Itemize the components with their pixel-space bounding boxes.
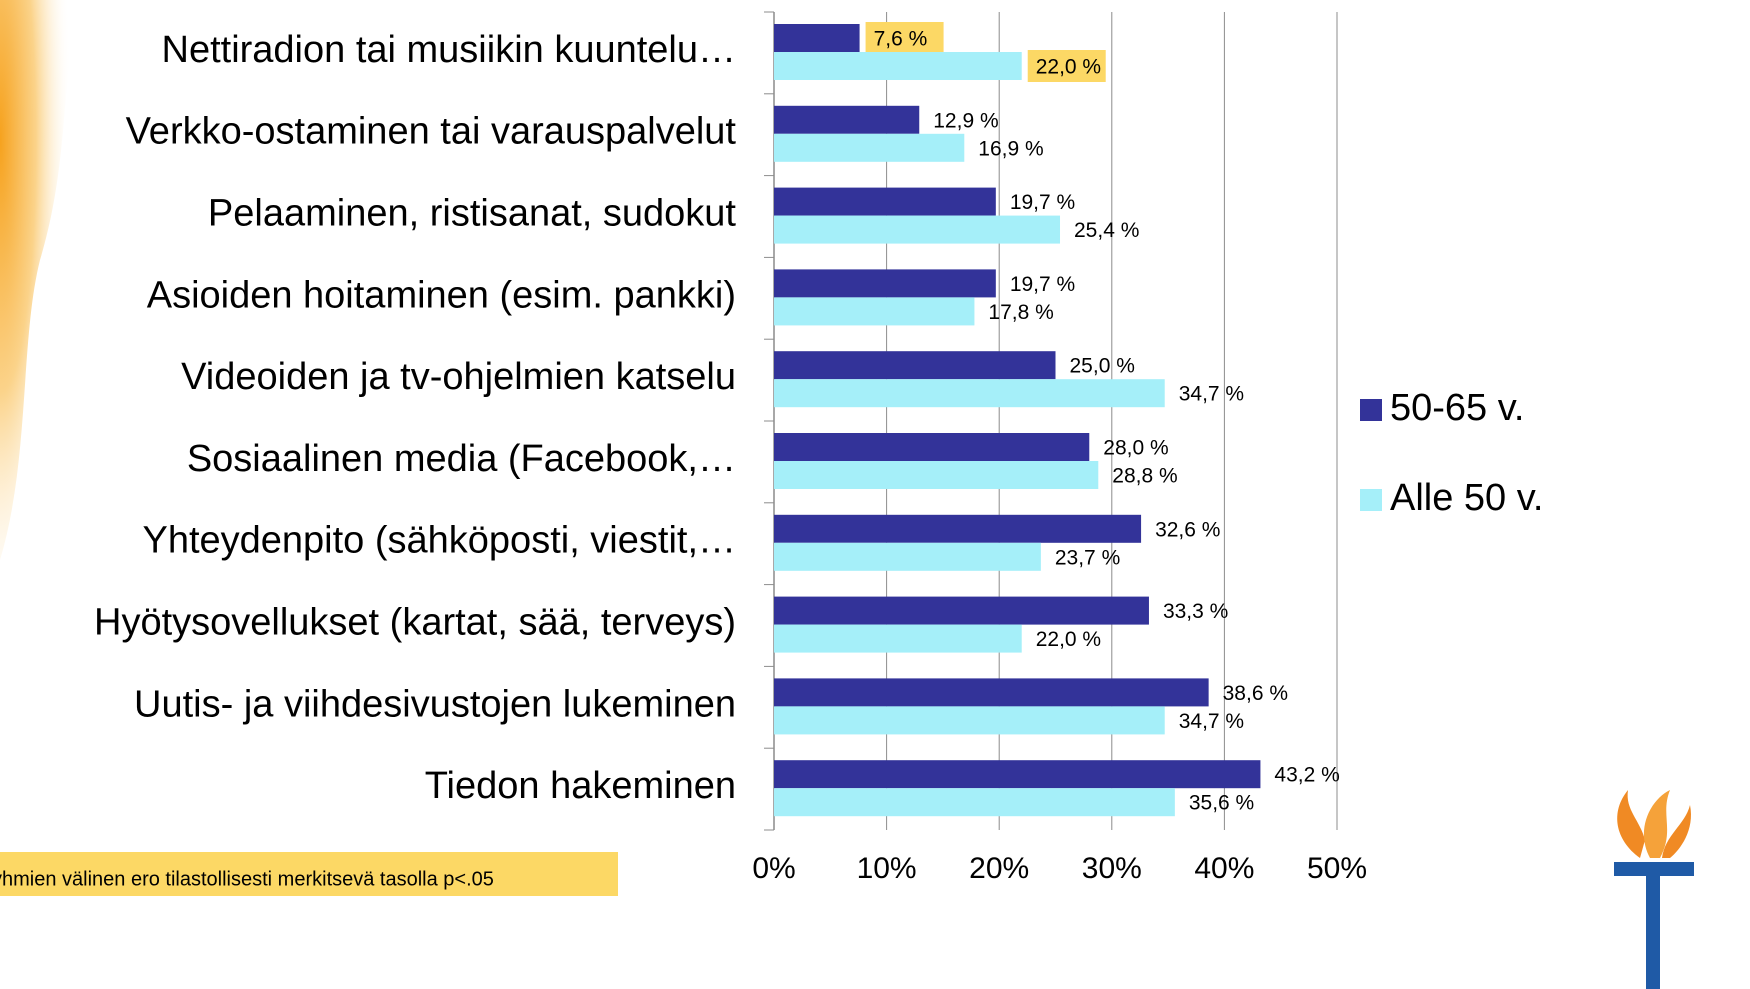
bar: [774, 269, 996, 297]
category-label: Hyötysovellukset (kartat, sää, terveys): [94, 602, 736, 644]
x-tick-label: 10%: [857, 852, 917, 885]
data-label: 19,7 %: [1010, 191, 1075, 214]
bar: [774, 515, 1141, 543]
bar: [774, 678, 1209, 706]
data-label: 25,0 %: [1070, 355, 1135, 378]
data-label: 28,0 %: [1103, 437, 1168, 460]
bar: [774, 543, 1041, 571]
category-label: Nettiradion tai musiikin kuuntelu…: [162, 29, 737, 71]
data-label: 12,9 %: [933, 109, 998, 132]
data-label: 38,6 %: [1223, 682, 1288, 705]
bar: [774, 216, 1060, 244]
category-label: Pelaaminen, ristisanat, sudokut: [208, 193, 737, 235]
bar: [774, 788, 1175, 816]
data-label: 28,8 %: [1112, 465, 1177, 488]
bar: [774, 134, 964, 162]
legend-label: Alle 50 v.: [1390, 477, 1543, 519]
x-tick-label: 0%: [752, 852, 795, 885]
data-label: 33,3 %: [1163, 600, 1228, 623]
data-label: 22,0 %: [1036, 56, 1101, 79]
data-label: 25,4 %: [1074, 219, 1139, 242]
data-label: 22,0 %: [1036, 628, 1101, 651]
x-tick-label: 50%: [1307, 852, 1367, 885]
bar: [774, 106, 919, 134]
bar: [774, 188, 996, 216]
data-label: 32,6 %: [1155, 518, 1220, 541]
x-tick-label: 40%: [1194, 852, 1254, 885]
data-label: 19,7 %: [1010, 273, 1075, 296]
category-label: Uutis- ja viihdesivustojen lukeminen: [134, 683, 736, 725]
data-label: 34,7 %: [1179, 383, 1244, 406]
legend-swatch: [1360, 399, 1382, 421]
bar: [774, 706, 1165, 734]
data-label: 17,8 %: [988, 301, 1053, 324]
data-label: 23,7 %: [1055, 546, 1120, 569]
data-label: 16,9 %: [978, 137, 1043, 160]
bar: [774, 297, 974, 325]
chart: yhmien välinen ero tilastollisesti merki…: [0, 0, 1750, 989]
category-label: Videoiden ja tv-ohjelmien katselu: [181, 356, 736, 398]
bar: [774, 625, 1022, 653]
bar: [774, 379, 1165, 407]
bar: [774, 760, 1260, 788]
bar: [774, 597, 1149, 625]
data-label: 7,6 %: [874, 28, 928, 51]
x-tick-label: 20%: [969, 852, 1029, 885]
category-label: Sosiaalinen media (Facebook,…: [187, 438, 736, 480]
x-tick-label: 30%: [1082, 852, 1142, 885]
legend-swatch: [1360, 489, 1382, 511]
category-label: Asioiden hoitaminen (esim. pankki): [147, 274, 736, 316]
bar: [774, 24, 860, 52]
category-label: Tiedon hakeminen: [425, 765, 736, 807]
bar: [774, 351, 1056, 379]
bar: [774, 52, 1022, 80]
data-label: 34,7 %: [1179, 710, 1244, 733]
legend-label: 50-65 v.: [1390, 387, 1524, 429]
bar: [774, 433, 1089, 461]
bar: [774, 461, 1098, 489]
category-label: Verkko-ostaminen tai varauspalvelut: [126, 111, 737, 153]
logo: [1614, 790, 1694, 989]
data-label: 35,6 %: [1189, 792, 1254, 815]
category-label: Yhteydenpito (sähköposti, viestit,…: [142, 520, 736, 562]
data-label: 43,2 %: [1274, 764, 1339, 787]
background-flame: [0, 0, 80, 560]
footnote: yhmien välinen ero tilastollisesti merki…: [0, 868, 494, 890]
